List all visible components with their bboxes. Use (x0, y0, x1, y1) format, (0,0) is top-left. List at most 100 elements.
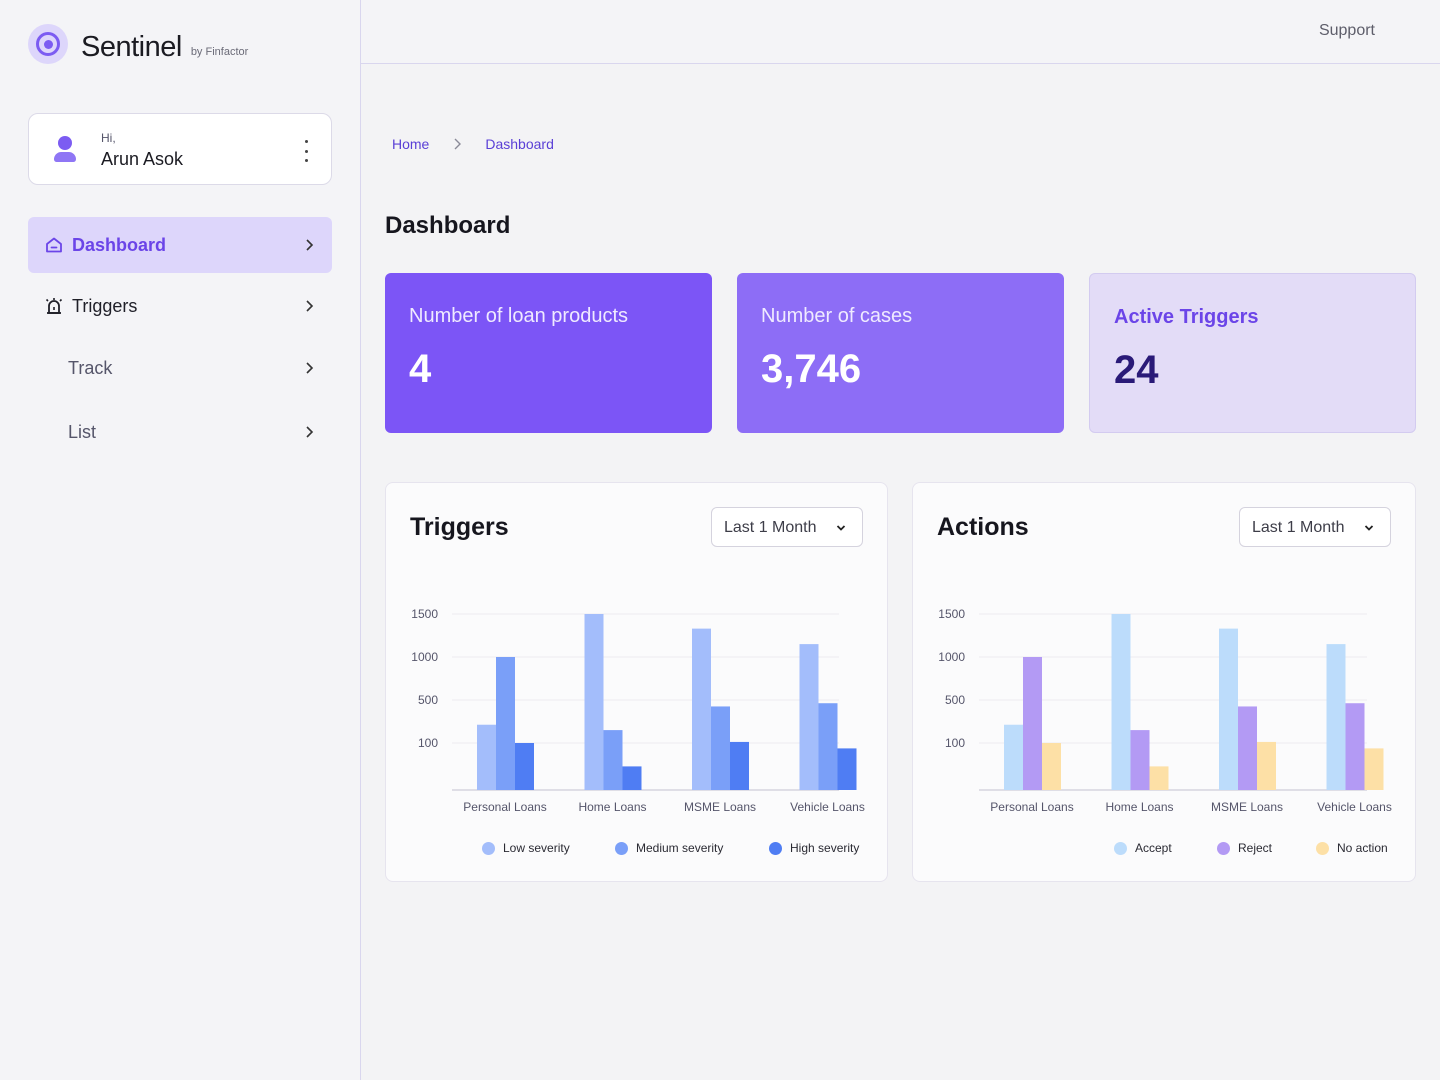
y-tick-label: 1500 (938, 607, 965, 621)
sidebar-item-triggers[interactable]: Triggers (28, 278, 332, 334)
bar[interactable] (1326, 644, 1346, 790)
stat-label: Number of loan products (409, 305, 629, 327)
y-tick-label: 100 (418, 736, 438, 750)
sidebar-item-label: Track (68, 357, 113, 378)
home-icon (46, 237, 62, 253)
user-card[interactable]: Hi, Arun Asok (28, 113, 332, 185)
brand[interactable]: Sentinel by Finfactor (28, 24, 248, 64)
sidebar-item-track[interactable]: Track (28, 340, 332, 396)
triggers-bar-chart: 100 500 1000 1500 Personal Loans Home Loans MS… (411, 607, 865, 814)
y-tick-label: 500 (418, 693, 438, 707)
x-tick-label: MSME Loans (684, 800, 756, 814)
alarm-icon (45, 298, 63, 314)
bar[interactable] (1345, 703, 1365, 790)
stat-label: Active Triggers (1114, 306, 1259, 328)
legend-label: Reject (1238, 841, 1273, 855)
breadcrumb: Home Dashboard (392, 136, 554, 152)
x-tick-label: Vehicle Loans (1317, 800, 1392, 814)
stat-value: 24 (1114, 348, 1159, 392)
legend-item[interactable]: Low severity (482, 841, 570, 855)
y-tick-label: 1000 (411, 650, 438, 664)
triggers-panel: Triggers Last 1 Month 100 500 1000 1500 Pers… (385, 482, 888, 882)
legend-item[interactable]: Medium severity (615, 841, 723, 855)
breadcrumb-current[interactable]: Dashboard (485, 136, 554, 152)
bar[interactable] (603, 730, 623, 790)
panel-title: Triggers (410, 513, 509, 541)
bar[interactable] (1238, 706, 1257, 790)
page-title: Dashboard (385, 212, 511, 239)
sidebar-item-list[interactable]: List (28, 404, 332, 460)
x-tick-label: Personal Loans (463, 800, 546, 814)
dropdown-value: Last 1 Month (1252, 519, 1345, 536)
x-tick-label: Personal Loans (990, 800, 1073, 814)
legend-swatch (1217, 841, 1230, 855)
stat-card-active-triggers[interactable]: Active Triggers 24 (1089, 273, 1416, 433)
stat-card-loan-products[interactable]: Number of loan products 4 (385, 273, 712, 433)
legend-label: No action (1337, 841, 1388, 855)
bar[interactable] (477, 724, 496, 790)
legend-item[interactable]: No action (1316, 841, 1388, 855)
bar[interactable] (1023, 657, 1042, 790)
bar[interactable] (837, 748, 857, 790)
more-options-icon[interactable] (303, 140, 309, 162)
legend-item[interactable]: Accept (1114, 841, 1172, 855)
bar[interactable] (692, 628, 711, 790)
legend-item[interactable]: Reject (1217, 841, 1272, 855)
x-tick-label: Home Loans (578, 800, 646, 814)
bar[interactable] (496, 657, 515, 790)
support-link[interactable]: Support (1318, 22, 1375, 39)
bar[interactable] (711, 706, 730, 790)
y-tick-label: 1000 (938, 650, 965, 664)
legend-swatch (769, 841, 782, 855)
bar[interactable] (1219, 628, 1238, 790)
brand-name: Sentinel (81, 31, 182, 63)
chevron-right-icon (306, 239, 314, 251)
bar[interactable] (1004, 724, 1023, 790)
user-greeting: Hi, (101, 131, 116, 145)
bar[interactable] (1364, 748, 1384, 790)
bar[interactable] (1042, 743, 1061, 790)
legend-item[interactable]: High severity (769, 841, 859, 855)
actions-bar-chart: 100 500 1000 1500 Personal Loans Home Loans MS… (938, 607, 1392, 814)
y-tick-label: 1500 (411, 607, 438, 621)
x-tick-label: Vehicle Loans (790, 800, 865, 814)
bar[interactable] (1149, 766, 1169, 790)
legend-label: Low severity (503, 841, 570, 855)
stat-card-cases[interactable]: Number of cases 3,746 (737, 273, 1064, 433)
x-tick-label: Home Loans (1105, 800, 1173, 814)
bar[interactable] (1130, 730, 1150, 790)
bar[interactable] (799, 644, 819, 790)
sentinel-logo-icon (28, 24, 68, 64)
bar[interactable] (622, 766, 642, 790)
bar[interactable] (818, 703, 838, 790)
bar[interactable] (584, 614, 604, 790)
stat-label: Number of cases (761, 305, 913, 327)
bar[interactable] (730, 741, 749, 790)
legend-label: High severity (790, 841, 860, 855)
brand-subtitle: by Finfactor (190, 46, 249, 58)
actions-panel: Actions Last 1 Month 100 500 1000 1500 Perso… (912, 482, 1416, 882)
legend-label: Medium severity (636, 841, 724, 855)
legend-swatch (1316, 841, 1329, 855)
chevron-right-icon (306, 426, 314, 438)
y-tick-label: 500 (945, 693, 965, 707)
panel-title: Actions (937, 513, 1029, 541)
period-dropdown[interactable]: Last 1 Month (711, 507, 863, 547)
stat-value: 4 (409, 347, 432, 391)
bar[interactable] (515, 743, 534, 790)
chevron-right-icon (306, 300, 314, 312)
avatar-icon (49, 134, 81, 166)
chevron-down-icon (836, 525, 846, 531)
legend-swatch (1114, 841, 1127, 855)
period-dropdown[interactable]: Last 1 Month (1239, 507, 1391, 547)
chevron-right-icon (454, 138, 462, 150)
breadcrumb-home[interactable]: Home (392, 136, 430, 152)
chevron-down-icon (1364, 525, 1374, 531)
top-bar: Support (361, 0, 1440, 64)
sidebar-item-dashboard[interactable]: Dashboard (28, 217, 332, 273)
bar[interactable] (1257, 741, 1276, 790)
y-tick-label: 100 (945, 736, 965, 750)
bar[interactable] (1111, 614, 1131, 790)
sidebar: Sentinel by Finfactor Hi, Arun Asok Dash… (0, 0, 361, 1080)
stat-value: 3,746 (761, 347, 862, 391)
